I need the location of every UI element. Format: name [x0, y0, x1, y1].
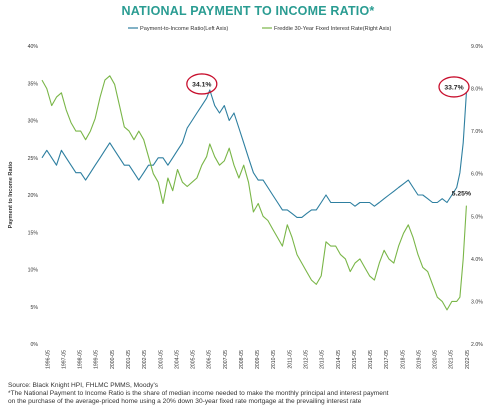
callout-label-1: 33.7%	[444, 84, 463, 91]
callout-circle-0	[186, 73, 218, 95]
legend: Payment-to-Income Ratio(Left Axis) Freddi…	[128, 26, 391, 32]
right-tick-label: 2.0%	[471, 342, 483, 348]
series-lines	[41, 75, 467, 311]
x-tick-label: 2016-05	[368, 350, 374, 369]
legend-label-0: Payment-to-Income Ratio(Left Axis)	[140, 26, 228, 32]
x-tick-label: 2015-05	[352, 350, 358, 369]
x-tick-label: 2018-05	[400, 350, 406, 369]
x-tick-label: 2012-05	[304, 350, 310, 369]
left-tick-label: 5%	[31, 305, 39, 311]
right-axis-ticks: 2.0% 3.0% 4.0% 5.0% 6.0% 7.0% 8.0% 9.0%	[471, 44, 483, 348]
right-tick-label: 4.0%	[471, 257, 483, 263]
callout-label-0: 34.1%	[192, 81, 211, 88]
x-tick-label: 2011-05	[287, 350, 293, 369]
left-tick-label: 10%	[28, 268, 39, 274]
right-tick-label: 7.0%	[471, 129, 483, 135]
x-tick-label: 2003-05	[158, 350, 164, 369]
left-tick-label: 15%	[28, 230, 39, 236]
right-tick-label: 3.0%	[471, 299, 483, 305]
x-tick-label: 2000-05	[110, 350, 116, 369]
right-tick-label: 8.0%	[471, 87, 483, 93]
x-tick-label: 1996-05	[45, 350, 51, 369]
right-tick-label: 6.0%	[471, 172, 483, 178]
x-tick-label: 2014-05	[336, 350, 342, 369]
footnote-line-2: on the purchase of the average-priced ho…	[8, 398, 362, 405]
x-tick-label: 2021-05	[449, 350, 455, 369]
x-tick-label: 2010-05	[271, 350, 277, 369]
chart-title: NATIONAL PAYMENT TO INCOME RATIO*	[121, 4, 375, 18]
x-tick-label: 2019-05	[416, 350, 422, 369]
annotations: 34.1% 33.7% 5.25%	[186, 73, 471, 198]
left-tick-label: 40%	[28, 44, 39, 50]
x-tick-label: 2008-05	[239, 350, 245, 369]
footnote-line-1: *The National Payment to Income Ratio is…	[8, 390, 389, 397]
left-tick-label: 35%	[28, 81, 39, 87]
x-tick-label: 2013-05	[320, 350, 326, 369]
x-tick-label: 2009-05	[255, 350, 261, 369]
series-line-1	[41, 75, 467, 311]
x-tick-label: 2005-05	[191, 350, 197, 369]
left-tick-label: 20%	[28, 193, 39, 199]
x-tick-label: 2007-05	[223, 350, 229, 369]
x-tick-label: 1998-05	[78, 350, 84, 369]
y-axis-label-group: Payment to Income Ratio	[8, 161, 14, 228]
left-axis-ticks: 0% 5% 10% 15% 20% 25% 30% 35% 40%	[28, 44, 39, 348]
source-note: Source: Black Knight HPI, FHLMC PMMS, Mo…	[8, 382, 159, 389]
x-tick-label: 2002-05	[142, 350, 148, 369]
x-tick-label: 2017-05	[384, 350, 390, 369]
x-tick-label: 2022-05	[465, 350, 471, 369]
right-tick-label: 9.0%	[471, 44, 483, 50]
right-tick-label: 5.0%	[471, 214, 483, 220]
callout-circle-1	[438, 76, 470, 98]
x-tick-label: 2006-05	[207, 350, 213, 369]
left-tick-label: 30%	[28, 119, 39, 125]
x-tick-label: 2004-05	[174, 350, 180, 369]
x-tick-label: 2020-05	[433, 350, 439, 369]
series-line-0	[41, 89, 467, 218]
x-tick-label: 2001-05	[126, 350, 132, 369]
x-tick-label: 1999-05	[94, 350, 100, 369]
y-axis-title: Payment to Income Ratio	[8, 161, 14, 228]
left-tick-label: 25%	[28, 156, 39, 162]
legend-label-1: Freddie 30-Year Fixed Interest Rate(Righ…	[274, 26, 391, 32]
left-tick-label: 0%	[31, 342, 39, 348]
x-tick-label: 1997-05	[61, 350, 67, 369]
x-axis-ticks: 1996-05 1997-05 1998-05 1999-05 2000-05 2001-…	[45, 350, 471, 369]
callout-label-2: 5.25%	[452, 191, 471, 198]
